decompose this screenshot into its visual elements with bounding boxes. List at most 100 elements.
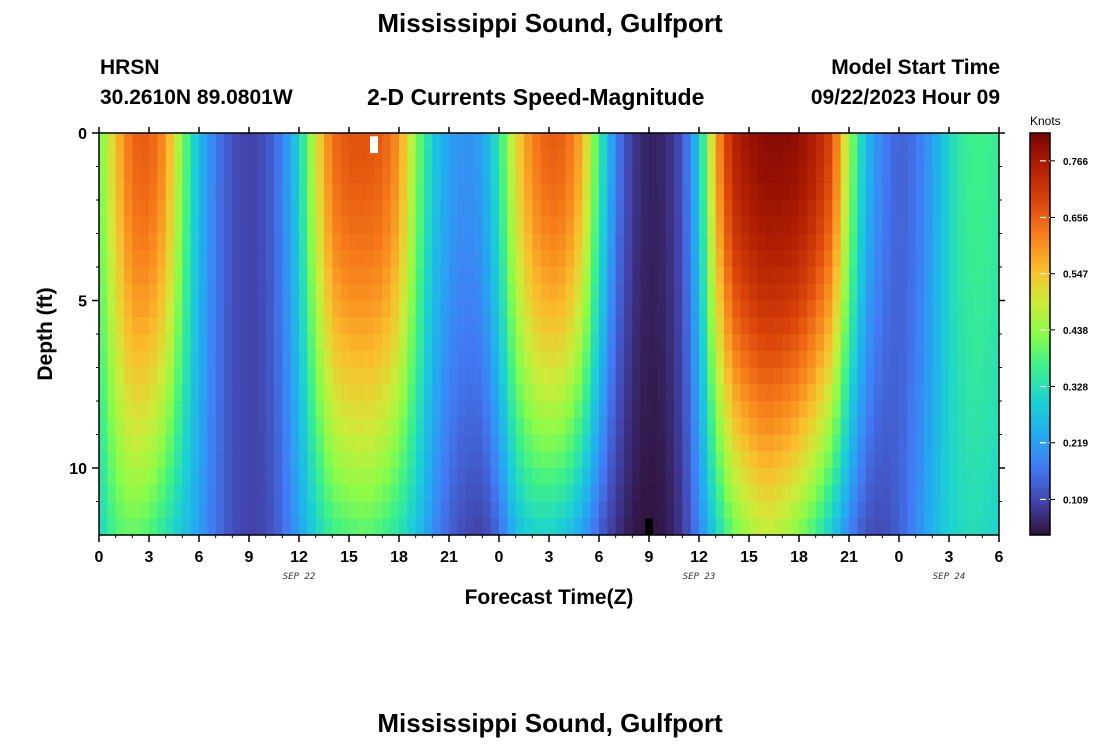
heatmap-cell (365, 233, 375, 251)
heatmap-cell (224, 183, 233, 201)
heatmap-cell (640, 384, 650, 402)
heatmap-cell (890, 350, 900, 368)
heatmap-cell (665, 200, 675, 218)
heatmap-cell (490, 250, 500, 268)
heatmap-cell (665, 166, 675, 184)
heatmap-cell (990, 283, 1000, 301)
heatmap-cell (599, 484, 608, 502)
heatmap-cell (857, 484, 867, 502)
heatmap-cell (315, 233, 325, 251)
heatmap-cell (840, 501, 850, 519)
heatmap-cell (899, 166, 908, 184)
heatmap-cell (574, 401, 583, 419)
heatmap-cell (624, 518, 633, 536)
heatmap-cell (865, 468, 875, 486)
heatmap-cell (824, 283, 833, 301)
heatmap-cell (990, 451, 1000, 469)
heatmap-cell (632, 417, 642, 435)
heatmap-cell (257, 468, 267, 486)
heatmap-cell (815, 468, 825, 486)
heatmap-cell (399, 334, 408, 352)
heatmap-cell (815, 317, 825, 335)
heatmap-cell (415, 166, 425, 184)
heatmap-cell (374, 350, 383, 368)
heatmap-cell (932, 149, 942, 167)
heatmap-cell (882, 149, 892, 167)
heatmap-cell (115, 133, 125, 151)
heatmap-cell (265, 401, 275, 419)
heatmap-cell (607, 367, 617, 385)
heatmap-cell (765, 518, 775, 536)
heatmap-cell (299, 451, 308, 469)
heatmap-cell (757, 300, 767, 318)
heatmap-cell (607, 216, 617, 234)
heatmap-cell (882, 417, 892, 435)
heatmap-cell (857, 518, 867, 536)
heatmap-cell (540, 250, 550, 268)
heatmap-cell (157, 468, 167, 486)
heatmap-cell (99, 183, 108, 201)
heatmap-cell (915, 200, 925, 218)
heatmap-cell (449, 334, 458, 352)
heatmap-cell (899, 317, 908, 335)
heatmap-cell (840, 200, 850, 218)
heatmap-cell (640, 501, 650, 519)
heatmap-cell (515, 384, 525, 402)
heatmap-cell (349, 367, 358, 385)
heatmap-cell (632, 468, 642, 486)
heatmap-cell (574, 417, 583, 435)
heatmap-cell (724, 367, 733, 385)
heatmap-cell (540, 451, 550, 469)
heatmap-cell (224, 401, 233, 419)
heatmap-cell (865, 250, 875, 268)
heatmap-cell (665, 334, 675, 352)
heatmap-cell (607, 300, 617, 318)
heatmap-cell (557, 200, 567, 218)
heatmap-cell (290, 250, 300, 268)
heatmap-cell (299, 166, 308, 184)
heatmap-cell (415, 216, 425, 234)
heatmap-cell (699, 317, 708, 335)
heatmap-cell (932, 233, 942, 251)
heatmap-cell (457, 334, 467, 352)
heatmap-cell (265, 518, 275, 536)
heatmap-cell (674, 451, 683, 469)
heatmap-cell (257, 317, 267, 335)
heatmap-cell (165, 149, 175, 167)
heatmap-cell (590, 401, 600, 419)
heatmap-cell (149, 518, 158, 536)
heatmap-cell (240, 200, 250, 218)
heatmap-cell (857, 401, 867, 419)
heatmap-cell (840, 233, 850, 251)
heatmap-cell (290, 300, 300, 318)
heatmap-cell (349, 200, 358, 218)
heatmap-cell (557, 183, 567, 201)
heatmap-cell (590, 350, 600, 368)
heatmap-cell (457, 216, 467, 234)
heatmap-cell (249, 133, 258, 151)
heatmap-cell (857, 250, 867, 268)
heatmap-cell (982, 183, 992, 201)
heatmap-cell (165, 468, 175, 486)
heatmap-cell (640, 367, 650, 385)
heatmap-cell (699, 233, 708, 251)
heatmap-cell (807, 149, 817, 167)
heatmap-cell (307, 283, 317, 301)
heatmap-cell (532, 468, 542, 486)
heatmap-cell (557, 250, 567, 268)
heatmap-cell (757, 149, 767, 167)
heatmap-cell (224, 350, 233, 368)
heatmap-cell (332, 417, 342, 435)
heatmap-cell (140, 401, 150, 419)
heatmap-cell (807, 484, 817, 502)
heatmap-cell (782, 417, 792, 435)
heatmap-cell (432, 367, 442, 385)
heatmap-cell (607, 233, 617, 251)
heatmap-cell (240, 401, 250, 419)
heatmap-cell (124, 518, 133, 536)
heatmap-cell (174, 518, 183, 536)
heatmap-cell (157, 367, 167, 385)
heatmap-cell (974, 468, 983, 486)
heatmap-cell (399, 518, 408, 536)
heatmap-cell (982, 133, 992, 151)
